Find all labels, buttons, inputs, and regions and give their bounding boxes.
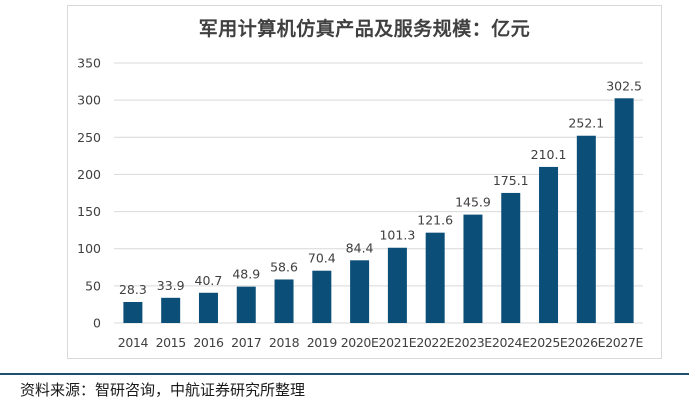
y-tick-label: 50 xyxy=(85,278,101,293)
data-label: 40.7 xyxy=(195,273,223,288)
x-tick-label: 2023E xyxy=(454,335,492,350)
data-label: 101.3 xyxy=(379,228,415,243)
x-tick-label: 2016 xyxy=(193,335,224,350)
bar xyxy=(539,166,559,323)
bars xyxy=(123,98,634,324)
x-tick-label: 2024E xyxy=(492,335,530,350)
source-divider xyxy=(0,373,689,375)
x-tick-label: 2018 xyxy=(269,335,300,350)
x-tick-label: 2026E xyxy=(567,335,605,350)
bar xyxy=(463,214,483,323)
bar xyxy=(425,232,445,323)
data-label: 33.9 xyxy=(157,278,185,293)
data-label: 58.6 xyxy=(270,259,298,274)
data-label: 302.5 xyxy=(606,78,642,93)
y-tick-label: 100 xyxy=(77,241,101,256)
y-tick-label: 250 xyxy=(77,130,101,145)
y-axis-ticks: 0 50 100 150 200 250 300 350 xyxy=(77,56,101,331)
chart-title: 军用计算机仿真产品及服务规模：亿元 xyxy=(198,18,531,40)
gridlines xyxy=(114,62,643,324)
bar xyxy=(387,247,407,323)
x-tick-label: 2021E xyxy=(379,335,417,350)
bar-chart: 0 50 100 150 200 250 300 350 28.3 33.9 40.7 48.9 58… xyxy=(77,56,644,351)
bar xyxy=(236,286,256,323)
bar xyxy=(614,98,634,324)
x-tick-label: 2027E xyxy=(605,335,643,350)
y-tick-label: 300 xyxy=(77,93,101,108)
data-label: 252.1 xyxy=(568,116,604,131)
data-labels: 28.3 33.9 40.7 48.9 58.6 70.4 84.4 101.3121.614… xyxy=(119,78,642,297)
x-axis-ticks: 2014 2015 2016 2017 2018 2019 2020E 2021E 2022E 2… xyxy=(118,335,644,350)
data-label: 70.4 xyxy=(308,251,336,266)
data-label: 84.4 xyxy=(346,240,374,255)
data-label: 145.9 xyxy=(455,195,491,210)
bar xyxy=(576,135,596,323)
y-tick-label: 0 xyxy=(93,316,101,331)
bar xyxy=(501,192,521,323)
x-tick-label: 2017 xyxy=(231,335,261,350)
data-label: 48.9 xyxy=(232,267,260,282)
data-label: 175.1 xyxy=(493,173,529,188)
x-tick-label: 2020E xyxy=(341,335,379,350)
y-tick-label: 350 xyxy=(77,56,101,71)
y-tick-label: 150 xyxy=(77,204,101,219)
x-tick-label: 2019 xyxy=(307,335,338,350)
bar xyxy=(350,260,370,323)
bar xyxy=(198,292,218,323)
source-note: 资料来源：智研咨询，中航证券研究所整理 xyxy=(20,381,306,399)
y-tick-label: 200 xyxy=(77,167,101,182)
x-tick-label: 2014 xyxy=(118,335,149,350)
data-label: 210.1 xyxy=(531,147,567,162)
bar xyxy=(161,297,181,323)
data-label: 121.6 xyxy=(417,213,453,228)
x-tick-label: 2025E xyxy=(530,335,568,350)
data-label: 28.3 xyxy=(119,282,147,297)
bar xyxy=(123,301,143,323)
x-tick-label: 2022E xyxy=(416,335,454,350)
x-tick-label: 2015 xyxy=(156,335,186,350)
bar xyxy=(312,270,332,323)
bar xyxy=(274,279,294,323)
